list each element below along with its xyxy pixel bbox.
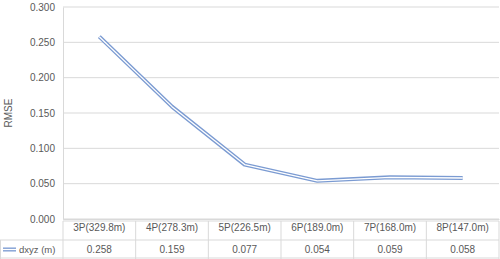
table-line (0, 258, 499, 259)
series-line-inner (99, 37, 462, 181)
y-tick-label: 0.000 (30, 214, 55, 225)
grid (63, 7, 499, 219)
data-label: 0.077 (232, 244, 257, 255)
x-tick-label: 6P(189.0m) (291, 222, 343, 233)
x-tick-label: 4P(278.3m) (146, 222, 198, 233)
y-tick-label: 0.200 (30, 72, 55, 83)
y-tick-label: 0.250 (30, 37, 55, 48)
x-axis: 3P(329.8m) 4P(278.3m) 5P(226.5m) 6P(189.0m)… (64, 219, 500, 233)
data-label: 0.059 (377, 244, 402, 255)
chart: 0.000 0.050 0.100 0.150 0.200 0.250 0.300 RMSE 3… (0, 0, 500, 259)
y-tick-label: 0.050 (30, 178, 55, 189)
grid-line (63, 77, 499, 78)
grid-line (63, 148, 499, 149)
y-tick: 0.200 (30, 72, 63, 83)
y-tick-label: 0.150 (30, 108, 55, 119)
y-axis-title: RMSE (3, 98, 14, 127)
data-label: 0.159 (159, 244, 184, 255)
legend-key-inner (3, 249, 16, 250)
table-line (208, 221, 209, 259)
grid-line (63, 183, 499, 184)
x-tick: 5P(226.5m) (219, 219, 271, 233)
data-table (0, 221, 499, 259)
table-line (353, 221, 354, 259)
y-axis: 0.000 0.050 0.100 0.150 0.200 0.250 0.300 (30, 2, 64, 225)
x-tick-label: 8P(147.0m) (437, 222, 489, 233)
y-tick-label: 0.100 (30, 143, 55, 154)
table-line (426, 221, 427, 259)
grid-line (63, 7, 499, 8)
series-line (99, 37, 462, 181)
x-tick: 3P(329.8m) (73, 219, 125, 233)
table-line (135, 221, 136, 259)
y-axis-line (63, 8, 64, 220)
legend-label: dxyz (m) (19, 244, 55, 255)
x-tick: 6P(189.0m) (291, 219, 343, 233)
plot-area (99, 37, 462, 181)
y-tick: 0.250 (30, 37, 63, 48)
x-tick: 4P(278.3m) (146, 219, 198, 233)
grid-line (63, 42, 499, 43)
y-tick: 0.150 (30, 108, 63, 119)
y-tick: 0.050 (30, 178, 63, 189)
x-tick: 7P(168.0m) (364, 219, 416, 233)
x-tick-label: 3P(329.8m) (73, 222, 125, 233)
data-label: 0.058 (450, 244, 475, 255)
x-tick: 8P(147.0m) (437, 219, 489, 233)
legend-key (3, 248, 16, 252)
y-tick: 0.100 (30, 143, 63, 154)
table-line (63, 221, 64, 259)
table-line (0, 240, 1, 259)
table-line (281, 221, 282, 259)
x-axis-line (64, 219, 500, 220)
grid-line (63, 219, 499, 220)
y-tick: 0.000 (30, 214, 63, 225)
data-label: 0.258 (87, 244, 112, 255)
x-tick-label: 5P(226.5m) (219, 222, 271, 233)
y-tick-label: 0.300 (30, 2, 55, 13)
table-line (0, 240, 499, 241)
data-label: 0.054 (305, 244, 330, 255)
grid-line (63, 113, 499, 114)
y-tick: 0.300 (30, 2, 63, 13)
x-tick-label: 7P(168.0m) (364, 222, 416, 233)
table-line (499, 221, 500, 259)
